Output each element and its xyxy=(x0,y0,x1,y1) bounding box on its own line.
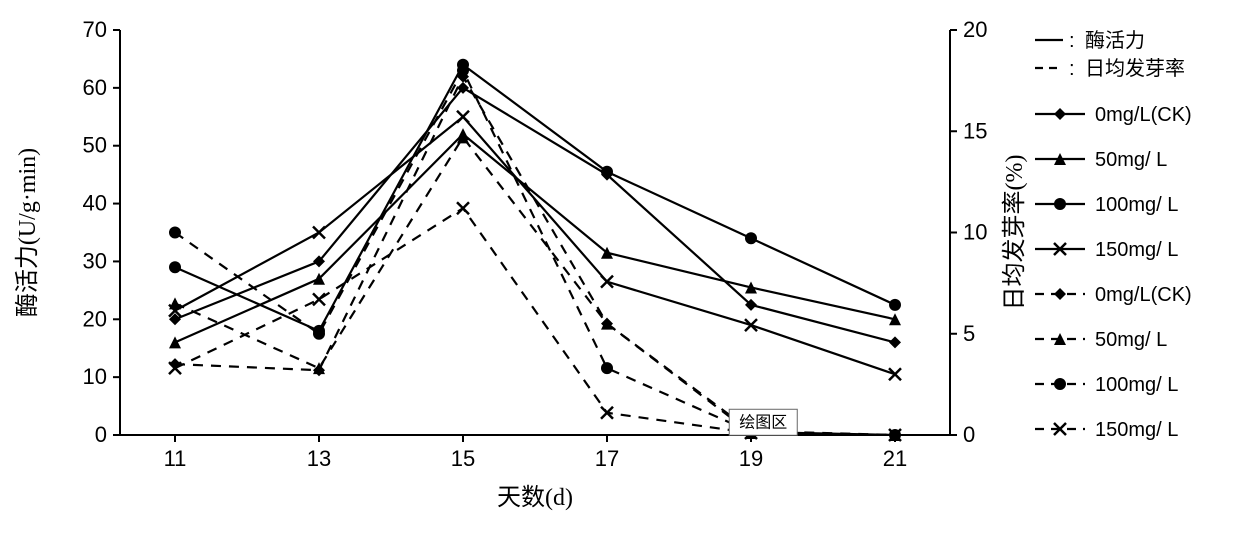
svg-text:酶活力: 酶活力 xyxy=(1085,29,1145,52)
svg-text:11: 11 xyxy=(164,446,187,471)
svg-text:30: 30 xyxy=(83,248,107,273)
svg-text::: : xyxy=(1069,58,1075,80)
legend-label: 150mg/ L xyxy=(1095,239,1178,261)
svg-text:13: 13 xyxy=(307,446,331,471)
svg-text:17: 17 xyxy=(595,446,619,471)
svg-text:20: 20 xyxy=(83,306,107,331)
svg-text:60: 60 xyxy=(83,75,107,100)
svg-text:日均发芽率: 日均发芽率 xyxy=(1085,57,1185,80)
legend-label: 50mg/ L xyxy=(1095,149,1167,171)
chart-svg: 0 10 20 30 40 50 60 70 0 5 10 15 20 11 13 15 17 19 21 酶活力(U… xyxy=(0,0,1240,543)
y-left-axis-title: 酶活力(U/g·min) xyxy=(14,148,41,317)
svg-text:40: 40 xyxy=(83,191,107,216)
svg-text:15: 15 xyxy=(451,446,475,471)
x-axis-title: 天数(d) xyxy=(497,484,573,511)
legend-label: 100mg/ L xyxy=(1095,374,1178,396)
svg-text:19: 19 xyxy=(739,446,763,471)
svg-text::: : xyxy=(1069,30,1075,52)
svg-text:15: 15 xyxy=(963,118,987,143)
svg-text:10: 10 xyxy=(963,220,987,245)
legend-label: 50mg/ L xyxy=(1095,329,1167,351)
legend-label: 100mg/ L xyxy=(1095,194,1178,216)
chart-container: 0 10 20 30 40 50 60 70 0 5 10 15 20 11 13 15 17 19 21 酶活力(U… xyxy=(0,0,1240,543)
legend-label: 0mg/L(CK) xyxy=(1095,104,1192,126)
svg-text:绘图区: 绘图区 xyxy=(739,413,787,431)
svg-text:0: 0 xyxy=(963,422,975,447)
y-right-axis-title: 日均发芽率(%) xyxy=(1001,155,1028,311)
svg-text:20: 20 xyxy=(963,17,987,42)
svg-text:0: 0 xyxy=(95,422,107,447)
svg-text:21: 21 xyxy=(883,446,907,471)
svg-text:50: 50 xyxy=(83,133,107,158)
plot-area-callout: 绘图区 xyxy=(729,409,797,435)
svg-text:5: 5 xyxy=(963,321,975,346)
svg-text:10: 10 xyxy=(83,364,107,389)
legend-label: 0mg/L(CK) xyxy=(1095,284,1192,306)
legend-label: 150mg/ L xyxy=(1095,419,1178,441)
svg-text:70: 70 xyxy=(83,17,107,42)
